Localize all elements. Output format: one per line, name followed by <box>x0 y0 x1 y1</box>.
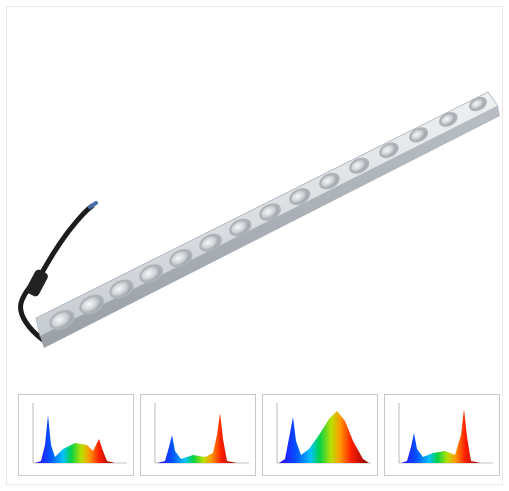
led-lens <box>51 312 73 328</box>
led-lens <box>291 190 308 203</box>
cable-connector <box>26 269 48 297</box>
led-lens <box>411 129 426 141</box>
led-lens <box>171 251 191 266</box>
spectrum-plot-2 <box>154 403 249 464</box>
led-lens <box>321 175 338 188</box>
led-lens <box>81 296 102 313</box>
led-lens <box>261 205 279 219</box>
spectrum-thumbnails <box>18 394 500 478</box>
led-lens <box>351 159 367 172</box>
image-frame <box>6 6 503 485</box>
led-lens <box>441 114 456 125</box>
led-grow-bar-image <box>18 91 500 348</box>
spectrum-chart-4[interactable] <box>384 394 500 476</box>
lens-row <box>49 96 487 331</box>
led-lens <box>231 220 249 235</box>
spectrum-plot-4 <box>398 403 493 464</box>
spectrum-chart-2[interactable] <box>140 394 256 476</box>
spectrum-chart-1[interactable] <box>18 394 134 476</box>
led-lens <box>471 98 485 110</box>
spectrum-chart-3[interactable] <box>262 394 378 476</box>
led-lens <box>111 281 132 297</box>
bar-side <box>40 106 500 348</box>
spectrum-plot-1 <box>32 403 127 464</box>
led-lens <box>141 266 161 282</box>
spectrum-plot-3 <box>276 403 371 464</box>
led-lens <box>381 144 397 157</box>
led-lens <box>201 235 220 250</box>
